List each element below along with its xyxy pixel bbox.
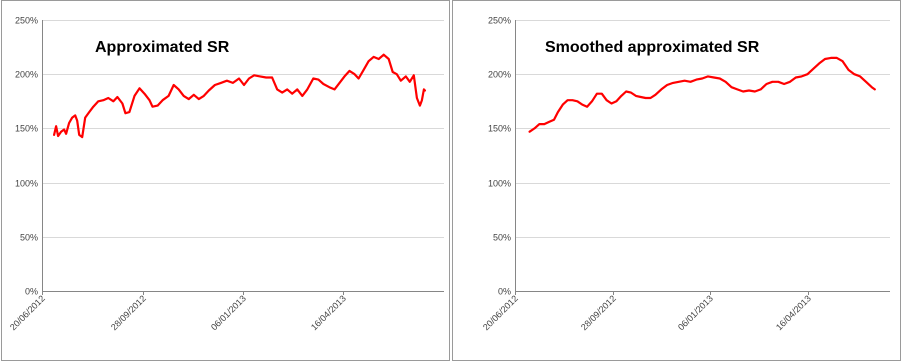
y-tick-label: 150%: [488, 124, 511, 134]
series-line: [52, 53, 426, 139]
chart-frame: [452, 0, 901, 361]
y-tick-label: 0%: [498, 287, 511, 297]
y-tick-label: 200%: [15, 70, 38, 80]
y-tick-label: 250%: [488, 16, 511, 26]
y-tick-label: 50%: [493, 233, 511, 243]
chart-title: Smoothed approximated SR: [545, 39, 760, 56]
y-tick-label: 250%: [15, 16, 38, 26]
y-tick-label: 100%: [488, 179, 511, 189]
chart-frame: [1, 0, 450, 361]
y-tick-label: 100%: [15, 179, 38, 189]
series-line: [528, 56, 876, 133]
chart-panel-2: 0%50%100%150%200%250%20/06/2012 28/09/201…: [452, 0, 901, 361]
y-tick-label: 150%: [15, 124, 38, 134]
y-tick-label: 200%: [488, 70, 511, 80]
chart-title: Approximated SR: [95, 39, 230, 56]
y-tick-label: 50%: [20, 233, 38, 243]
chart-panel-1: 0%50%100%150%200%250%20/06/2012 28/09/201…: [1, 0, 450, 361]
y-tick-label: 0%: [25, 287, 38, 297]
